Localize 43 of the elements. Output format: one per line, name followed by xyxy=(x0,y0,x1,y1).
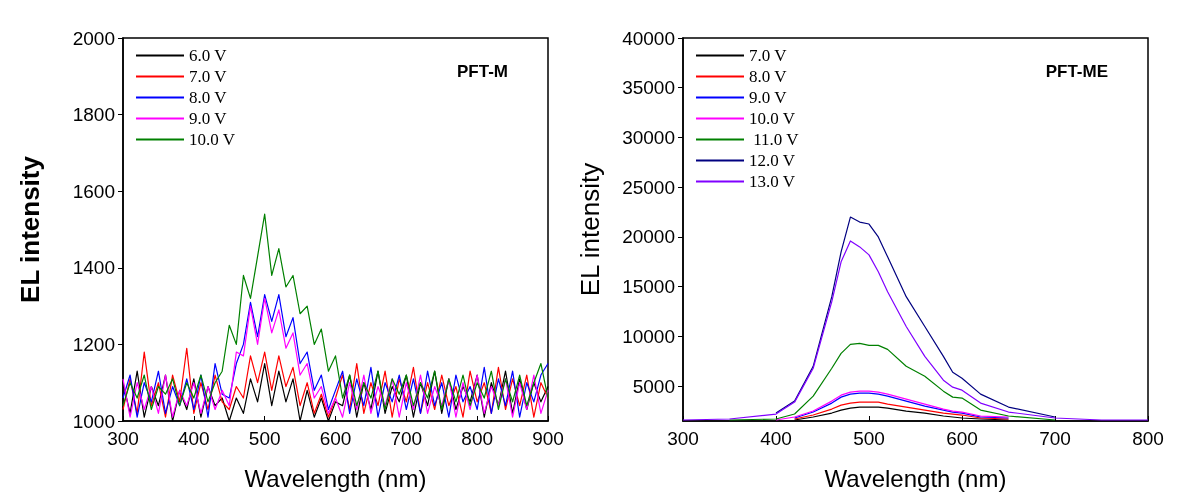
x-tick-label: 700 xyxy=(1039,428,1071,449)
annotation: PFT-M xyxy=(457,62,509,81)
x-tick-label: 900 xyxy=(532,428,564,449)
legend-label: 7.0 V xyxy=(749,46,788,65)
annotation: PFT-ME xyxy=(1045,62,1109,81)
y-tick-label: 1200 xyxy=(72,333,115,355)
y-tick-label: 2000 xyxy=(72,27,115,49)
y-tick-label: 1400 xyxy=(72,257,115,279)
legend-label: 7.0 V xyxy=(189,67,228,86)
legend-label: 11.0 V xyxy=(749,130,800,149)
x-tick-label: 600 xyxy=(946,428,978,449)
legend-label: 12.0 V xyxy=(749,151,796,170)
legend-label: 10.0 V xyxy=(189,130,236,149)
y-tick-label: 40000 xyxy=(622,27,675,49)
x-tick-label: 400 xyxy=(760,428,792,449)
legend-label: 8.0 V xyxy=(749,67,788,86)
x-axis-title: Wavelength (nm) xyxy=(244,464,427,492)
x-tick-label: 500 xyxy=(853,428,885,449)
legend-label: 6.0 V xyxy=(189,46,228,65)
x-tick-label: 800 xyxy=(1132,428,1164,449)
y-tick-label: 25000 xyxy=(622,176,675,198)
y-tick-label: 1600 xyxy=(72,180,115,202)
y-axis-title: EL intensity xyxy=(15,155,45,303)
x-tick-label: 600 xyxy=(319,428,352,449)
x-axis-title: Wavelength (nm) xyxy=(824,464,1007,492)
y-tick-label: 10000 xyxy=(622,325,675,347)
y-tick-label: 5000 xyxy=(632,375,675,397)
x-tick-label: 700 xyxy=(390,428,423,449)
legend-label: 9.0 V xyxy=(749,88,788,107)
y-tick-label: 35000 xyxy=(622,77,675,99)
x-tick-label: 500 xyxy=(248,428,281,449)
x-tick-label: 300 xyxy=(667,428,699,449)
legend-label: 10.0 V xyxy=(749,109,796,128)
y-tick-label: 15000 xyxy=(622,276,675,298)
y-axis-title: EL intensity xyxy=(575,162,605,297)
legend-label: 8.0 V xyxy=(189,88,228,107)
legend-label: 13.0 V xyxy=(749,172,796,191)
legend-label: 9.0 V xyxy=(189,109,228,128)
x-tick-label: 800 xyxy=(461,428,494,449)
x-tick-label: 400 xyxy=(177,428,210,449)
y-tick-label: 20000 xyxy=(622,226,675,248)
y-tick-label: 30000 xyxy=(622,126,675,148)
y-tick-label: 1800 xyxy=(72,104,115,126)
